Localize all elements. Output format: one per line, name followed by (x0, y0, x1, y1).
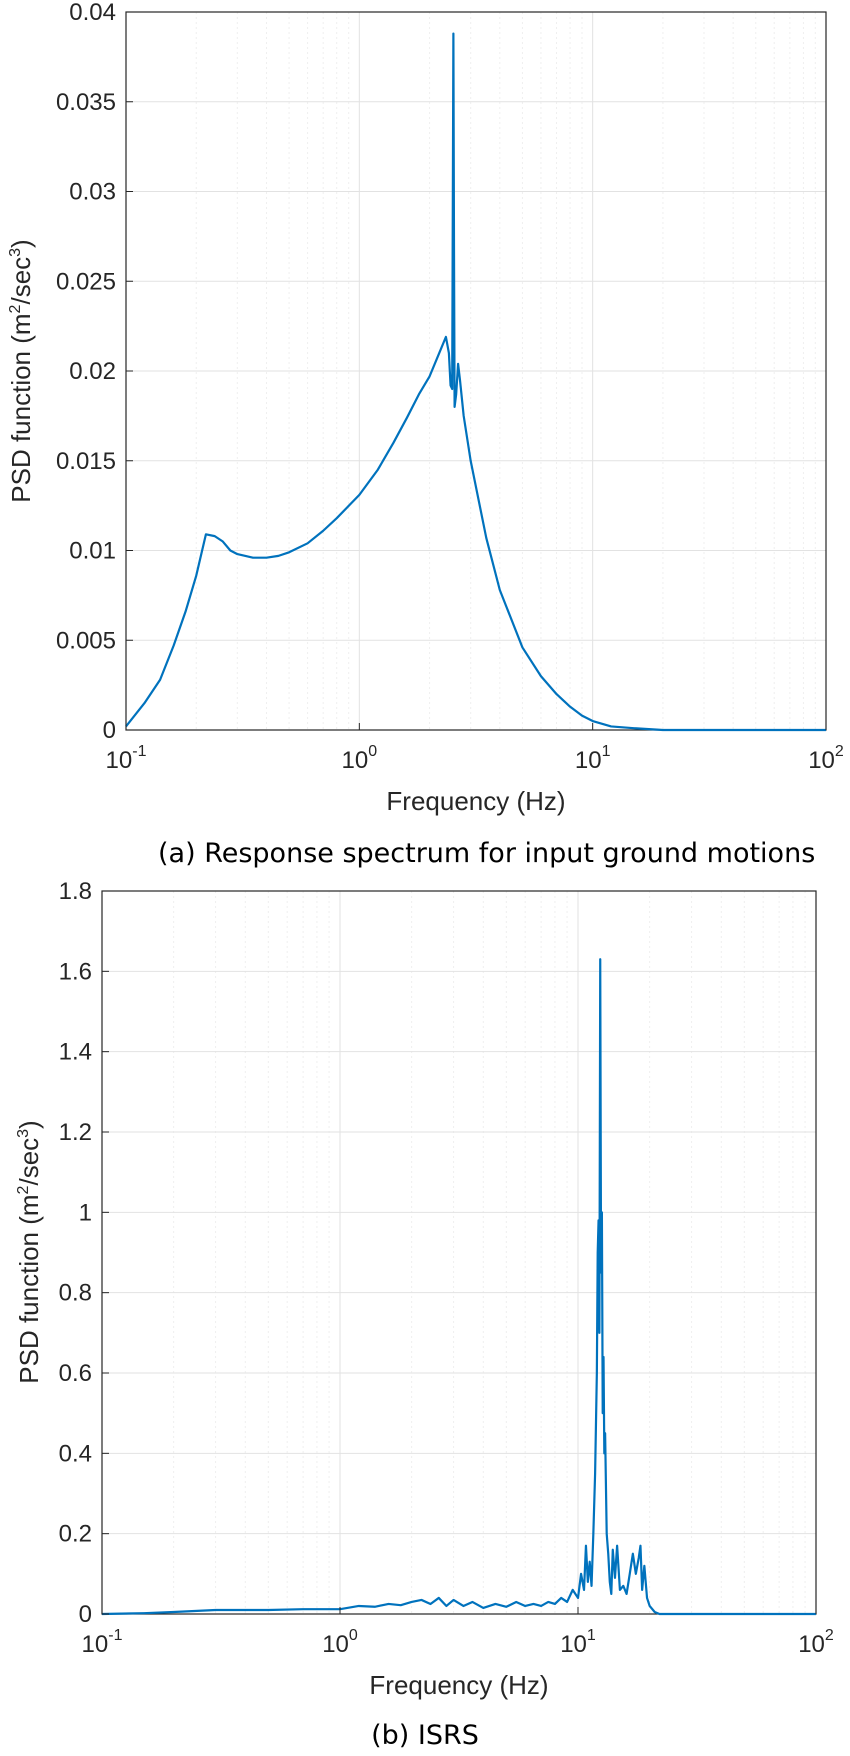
chart-a-xlabel: Frequency (Hz) (386, 786, 565, 816)
chart-a-x-tick-label: 100 (342, 743, 378, 774)
chart-b-grid (101, 890, 817, 1615)
chart-a-y-tick-label: 0.02 (69, 358, 116, 385)
chart-b-y-tick-label: 0.6 (59, 1360, 92, 1387)
chart-a-y-tick-label: 0.03 (69, 179, 116, 206)
chart-b-y-tick-label: 1.4 (59, 1039, 92, 1066)
chart-a-y-tick-label: 0.015 (56, 448, 116, 475)
chart-b-xlabel: Frequency (Hz) (369, 1670, 548, 1700)
chart-a-ticks: 0 0.005 0.01 0.015 0.02 0.025 0.03 0.035 0.04 10-… (56, 0, 844, 774)
chart-b-y-tick-label: 0.8 (59, 1280, 92, 1307)
chart-a: 0 0.005 0.01 0.015 0.02 0.025 0.03 0.035 0.04 10-… (6, 0, 844, 816)
chart-a-y-tick-label: 0.035 (56, 89, 116, 116)
chart-a-ylabel: PSD function (m2/sec3) (6, 239, 36, 502)
chart-b-ylabel: PSD function (m2/sec3) (14, 1120, 44, 1383)
chart-b-y-tick-label: 1.6 (59, 958, 92, 985)
chart-b-y-tick-label: 1.2 (59, 1119, 92, 1146)
chart-a-y-tick-label: 0.01 (69, 538, 116, 565)
chart-b: 00.20.40.60.811.21.41.61.810-1 100 101 102 … (14, 878, 834, 1700)
caption-b: (b) ISRS (371, 1720, 479, 1751)
chart-b-ticks: 0 0.2 0.4 0.6 0.8 1 1.2 1.4 1.6 1.8 10-1 100 101 102 (59, 878, 834, 1658)
chart-a-series-line (125, 32, 826, 732)
chart-b-axes-box (101, 890, 817, 1615)
chart-b-series-line (101, 958, 816, 1616)
chart-a-x-tick-label: 102 (808, 743, 844, 774)
chart-b-y-tick-label: 1.8 (59, 878, 92, 905)
chart-a-y-tick-label: 0.025 (56, 268, 116, 295)
chart-b-y-tick-label: 0.2 (59, 1521, 92, 1548)
chart-b-x-tick-label: 102 (798, 1627, 834, 1658)
chart-b-y-tick-label: 0 (79, 1601, 92, 1628)
chart-b-y-tick-label: 1 (79, 1199, 92, 1226)
chart-a-y-tick-label: 0.005 (56, 627, 116, 654)
chart-b-y-tick-label: 0.4 (59, 1440, 92, 1467)
chart-a-y-tick-label: 0 (103, 717, 116, 744)
chart-a-x-tick-label: 10-1 (106, 743, 147, 774)
caption-a: (a) Response spectrum for input ground m… (158, 838, 815, 869)
chart-b-x-tick-label: 100 (322, 1627, 358, 1658)
chart-a-grid (125, 11, 827, 731)
chart-a-x-tick-label: 101 (575, 743, 611, 774)
chart-b-x-tick-label: 10-1 (82, 1627, 123, 1658)
chart-b-x-tick-label: 101 (560, 1627, 596, 1658)
chart-a-y-tick-label: 0.04 (69, 0, 116, 26)
